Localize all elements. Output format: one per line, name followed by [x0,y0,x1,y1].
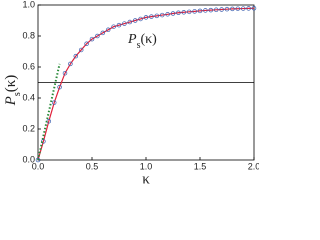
x-tick-label: 1.5 [194,161,207,171]
x-tick-label: 1.0 [140,161,153,171]
data-point [235,6,241,11]
data-point [132,18,138,23]
data-point [251,6,257,11]
data-point [170,11,176,16]
y-tick-label: 0.0 [22,154,35,164]
data-point [73,53,79,59]
data-point [149,14,154,19]
data-point [203,8,208,13]
data-point [35,157,41,163]
data-point [51,100,57,105]
series-line [37,7,255,161]
data-point [197,8,203,14]
data-point [95,33,100,39]
x-tick-label: 2.0 [248,161,259,171]
x-axis-label: κ [142,171,150,187]
data-point [213,7,219,13]
data-point [230,6,235,12]
x-tick-label: 0.5 [86,161,99,171]
y-tick-label: 1.0 [22,0,35,9]
data-point [68,61,73,67]
data-point [111,24,116,29]
data-point [208,7,214,13]
data-point [219,7,224,12]
y-tick-label: 0.4 [22,92,35,102]
annotation-part: s [137,40,141,51]
data-point [181,10,187,15]
ylabel-part: P [3,96,19,106]
data-point [78,47,84,53]
data-point [192,9,197,14]
data-point [176,10,181,16]
annotation: Ps(κ) [127,32,157,51]
ylabel-part: s [12,92,23,96]
y-tick-label: 0.6 [22,61,35,71]
data-point [138,16,143,22]
data-point [165,12,170,17]
data-point [62,70,68,76]
data-point [100,30,106,36]
data-point [122,21,127,26]
data-point [224,6,230,12]
data-point [105,27,111,33]
page: {"chart_data": {"type": "line", "xlabel"… [3,0,259,188]
data-point [143,15,149,20]
y-axis-label: Ps(κ) [3,75,22,107]
data-point [159,12,165,18]
data-point [154,13,160,19]
annotation-part: (κ) [140,32,157,47]
x-tick-label: 0.0 [32,161,45,171]
data-point [127,19,133,25]
data-point [89,36,95,42]
y-tick-label: 0.8 [22,30,35,40]
data-point [57,84,62,90]
series-line [37,63,61,161]
data-point [116,22,122,28]
chart: Ps(κ) 0.0 0.5 1.0 1.5 2.00.00.20.40.60.81.0κ… [3,0,259,187]
data-point [186,9,192,15]
data-point [240,6,246,11]
ylabel-part: (κ) [3,75,19,93]
data-point [84,41,89,46]
data-point [246,6,251,11]
y-tick-label: 0.2 [22,123,35,133]
annotation-part: P [127,32,137,47]
